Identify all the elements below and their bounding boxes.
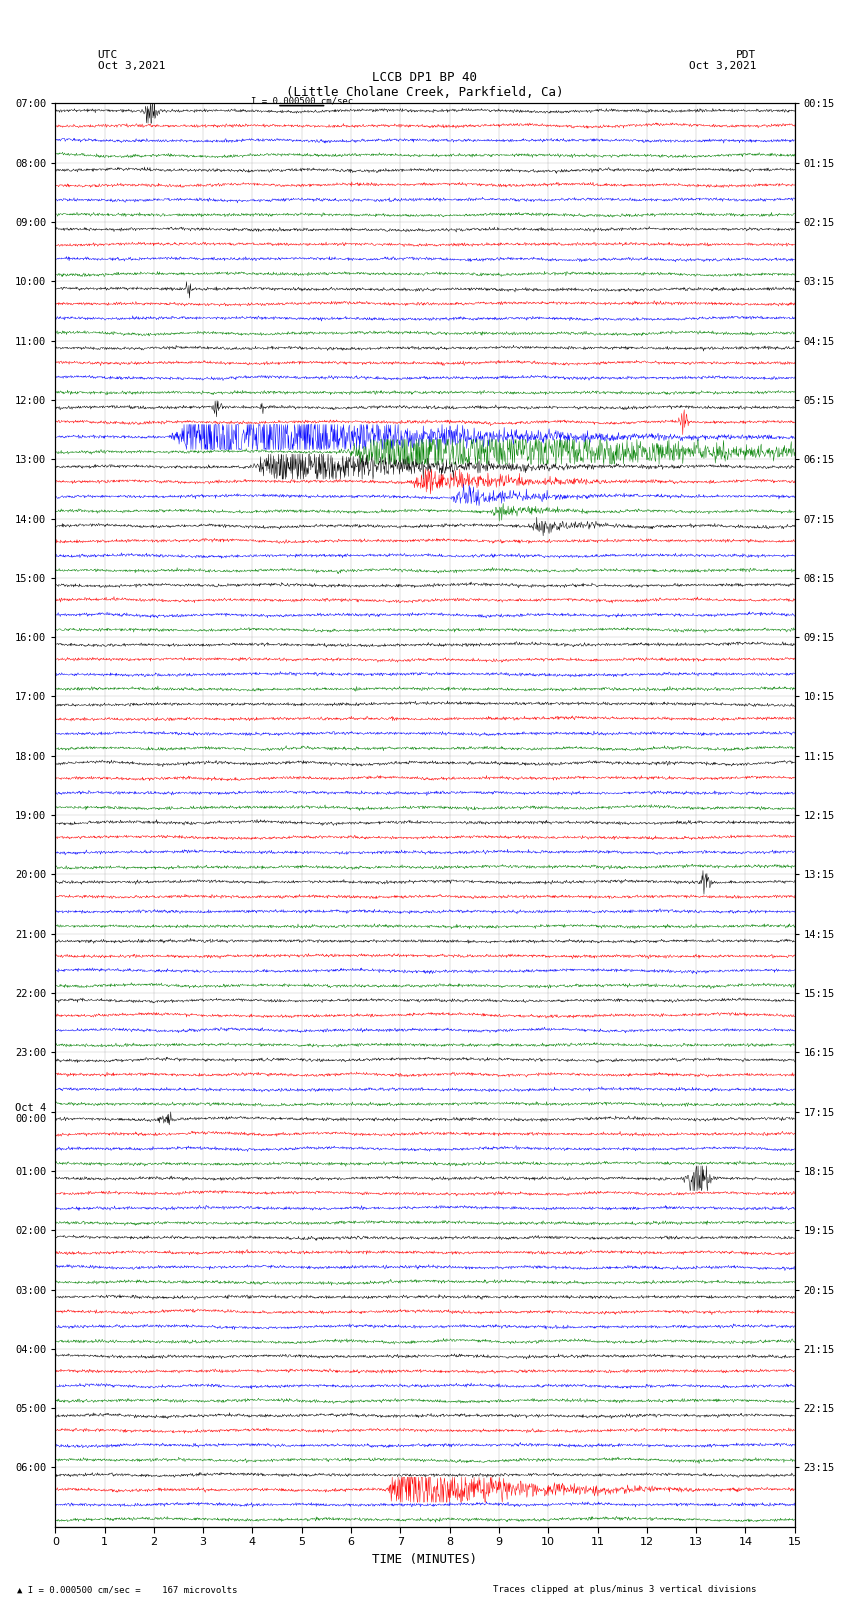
Text: ▲ I = 0.000500 cm/sec =    167 microvolts: ▲ I = 0.000500 cm/sec = 167 microvolts	[17, 1586, 237, 1594]
Text: Traces clipped at plus/minus 3 vertical divisions: Traces clipped at plus/minus 3 vertical …	[493, 1586, 756, 1594]
X-axis label: TIME (MINUTES): TIME (MINUTES)	[372, 1553, 478, 1566]
Text: Oct 3,2021: Oct 3,2021	[689, 61, 756, 71]
Text: I = 0.000500 cm/sec: I = 0.000500 cm/sec	[251, 97, 353, 105]
Text: PDT: PDT	[736, 50, 756, 60]
Text: UTC: UTC	[98, 50, 118, 60]
Title: LCCB DP1 BP 40
(Little Cholane Creek, Parkfield, Ca): LCCB DP1 BP 40 (Little Cholane Creek, Pa…	[286, 71, 564, 100]
Text: Oct 3,2021: Oct 3,2021	[98, 61, 165, 71]
